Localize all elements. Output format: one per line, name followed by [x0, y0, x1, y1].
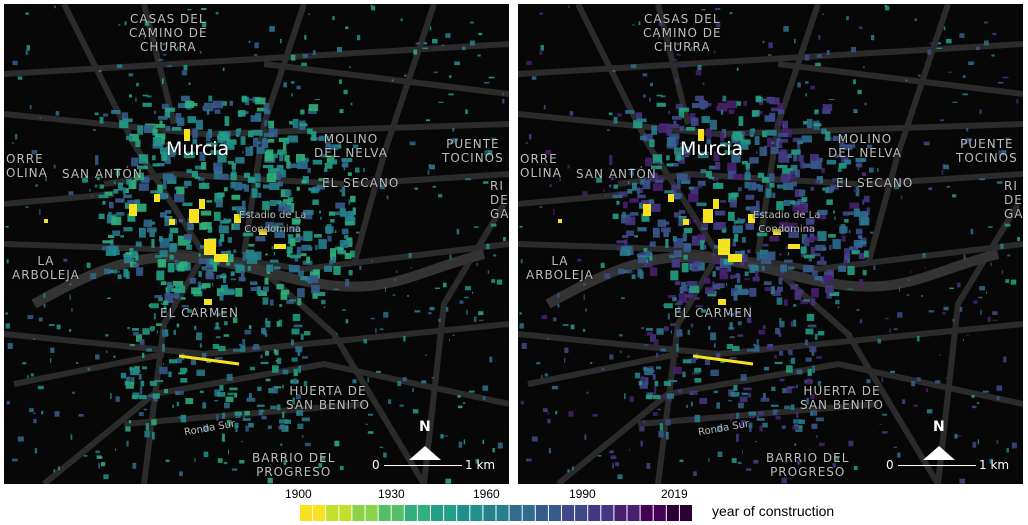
label-estadio: Estadio de La Condomina	[239, 210, 307, 235]
label-barrio-del-progreso: BARRIO DEL PROGRESO	[766, 451, 850, 479]
label-murcia: Murcia	[166, 138, 230, 160]
label-casas-del-camino: CASAS DEL CAMINO DE CHURRA	[643, 12, 722, 54]
scale-km: 1 km	[465, 458, 496, 472]
north-label: N	[933, 419, 945, 435]
map-panel-right: CASAS DEL CAMINO DE CHURRA Murcia ORRE O…	[518, 4, 1023, 484]
map-canvas-right	[518, 4, 1023, 484]
scale-bar	[384, 465, 462, 466]
label-barrio-del-progreso: BARRIO DEL PROGRESO	[252, 451, 336, 479]
north-label: N	[419, 419, 431, 435]
label-la-arboleja: LA ARBOLEJA	[12, 254, 80, 282]
scale-km: 1 km	[979, 458, 1010, 472]
legend-tick-1960: 1960	[473, 487, 500, 501]
label-torre-molina: ORRE OLINA	[6, 152, 48, 180]
legend-title: year of construction	[712, 503, 835, 519]
label-huerta-de-san-benito: HUERTA DE SAN BENITO	[286, 384, 370, 412]
label-san-anton: SAN ANTÓN	[62, 167, 143, 181]
legend-tick-2019: 2019	[661, 487, 688, 501]
label-torre-molina: ORRE OLINA	[520, 152, 562, 180]
label-san-anton: SAN ANTÓN	[576, 167, 657, 181]
label-huerta-de-san-benito: HUERTA DE SAN BENITO	[800, 384, 884, 412]
label-estadio: Estadio de La Condomina	[753, 210, 821, 235]
legend-tick-1930: 1930	[378, 487, 405, 501]
label-puente-tocinos: PUENTE TOCINOS	[442, 137, 504, 165]
map-canvas-left	[4, 4, 509, 484]
label-molino-del-nelva: MOLINO DEL NELVA	[314, 132, 388, 160]
label-rincon-de-gallego: RI DE GA	[490, 179, 509, 221]
map-panel-left: CASAS DEL CAMINO DE CHURRA Murcia ORRE O…	[4, 4, 509, 484]
north-arrow-icon	[923, 446, 955, 460]
label-puente-tocinos: PUENTE TOCINOS	[956, 137, 1018, 165]
scale-zero: 0	[886, 458, 894, 472]
legend-tick-1900: 1900	[285, 487, 312, 501]
label-molino-del-nelva: MOLINO DEL NELVA	[828, 132, 902, 160]
label-el-secano: EL SECANO	[322, 176, 400, 190]
legend-tick-1990: 1990	[569, 487, 596, 501]
legend-color-bar	[300, 505, 692, 521]
label-rincon-de-gallego: RI DE GA	[1004, 179, 1023, 221]
scale-zero: 0	[372, 458, 380, 472]
scale-bar	[898, 465, 976, 466]
label-el-carmen: EL CARMEN	[674, 306, 753, 320]
label-casas-del-camino: CASAS DEL CAMINO DE CHURRA	[129, 12, 208, 54]
label-el-secano: EL SECANO	[836, 176, 914, 190]
label-la-arboleja: LA ARBOLEJA	[526, 254, 594, 282]
label-murcia: Murcia	[680, 138, 744, 160]
label-el-carmen: EL CARMEN	[160, 306, 239, 320]
north-arrow-icon	[409, 446, 441, 460]
